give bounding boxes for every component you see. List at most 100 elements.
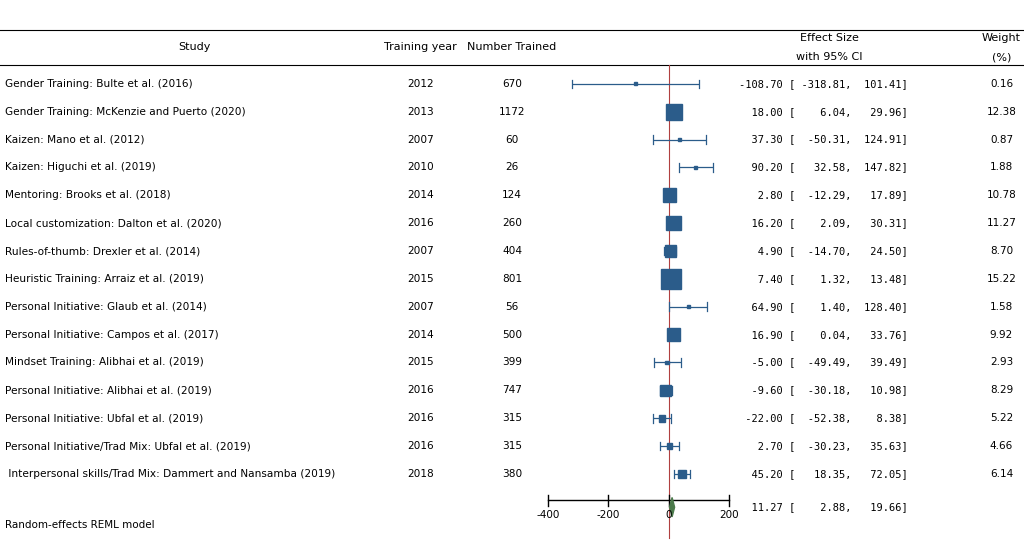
Text: 2007: 2007 <box>408 135 434 144</box>
Text: Interpersonal skills/Trad Mix: Dammert and Nansamba (2019): Interpersonal skills/Trad Mix: Dammert a… <box>5 469 336 479</box>
Text: 2015: 2015 <box>408 358 434 367</box>
Text: Gender Training: McKenzie and Puerto (2020): Gender Training: McKenzie and Puerto (20… <box>5 107 246 117</box>
Text: 2.80 [  -12.29,   17.89]: 2.80 [ -12.29, 17.89] <box>739 190 908 200</box>
Text: 12.38: 12.38 <box>986 107 1017 117</box>
Text: 801: 801 <box>502 274 522 284</box>
Text: 2016: 2016 <box>408 385 434 395</box>
Text: 4.66: 4.66 <box>990 441 1013 451</box>
Text: Heuristic Training: Arraiz et al. (2019): Heuristic Training: Arraiz et al. (2019) <box>5 274 204 284</box>
Text: 2016: 2016 <box>408 218 434 228</box>
Text: Personal Initiative: Glaub et al. (2014): Personal Initiative: Glaub et al. (2014) <box>5 302 207 312</box>
Text: Number Trained: Number Trained <box>467 42 557 52</box>
Bar <box>667 443 673 449</box>
Text: 45.20 [   18.35,   72.05]: 45.20 [ 18.35, 72.05] <box>739 469 908 479</box>
Text: 8.29: 8.29 <box>990 385 1013 395</box>
Text: -200: -200 <box>597 510 620 520</box>
Text: 399: 399 <box>502 358 522 367</box>
Text: (%): (%) <box>992 52 1011 62</box>
Text: -22.00 [  -52.38,    8.38]: -22.00 [ -52.38, 8.38] <box>739 413 908 423</box>
Text: -9.60 [  -30.18,   10.98]: -9.60 [ -30.18, 10.98] <box>739 385 908 395</box>
Text: 90.20 [   32.58,  147.82]: 90.20 [ 32.58, 147.82] <box>739 162 908 173</box>
Text: Study: Study <box>178 42 211 52</box>
Text: -108.70 [ -318.81,  101.41]: -108.70 [ -318.81, 101.41] <box>739 79 908 89</box>
Text: 26: 26 <box>506 162 518 173</box>
Text: 11.27 [    2.88,   19.66]: 11.27 [ 2.88, 19.66] <box>739 502 908 512</box>
Bar <box>665 246 676 256</box>
Text: Mentoring: Brooks et al. (2018): Mentoring: Brooks et al. (2018) <box>5 190 171 200</box>
Text: 670: 670 <box>502 79 522 89</box>
Text: 2018: 2018 <box>408 469 434 479</box>
Text: 260: 260 <box>502 218 522 228</box>
Text: 2016: 2016 <box>408 441 434 451</box>
Text: Mindset Training: Alibhai et al. (2019): Mindset Training: Alibhai et al. (2019) <box>5 358 204 367</box>
Bar <box>667 104 682 120</box>
Text: 747: 747 <box>502 385 522 395</box>
Text: 2014: 2014 <box>408 190 434 200</box>
Text: 37.30 [  -50.31,  124.91]: 37.30 [ -50.31, 124.91] <box>739 135 908 144</box>
Text: 2010: 2010 <box>408 162 434 173</box>
Text: -5.00 [  -49.49,   39.49]: -5.00 [ -49.49, 39.49] <box>739 358 908 367</box>
Text: 2.93: 2.93 <box>990 358 1013 367</box>
Text: Training year: Training year <box>384 42 458 52</box>
Text: 4.90 [  -14.70,   24.50]: 4.90 [ -14.70, 24.50] <box>739 246 908 256</box>
Text: Personal Initiative: Ubfal et al. (2019): Personal Initiative: Ubfal et al. (2019) <box>5 413 204 423</box>
Text: 404: 404 <box>502 246 522 256</box>
Text: 64.90 [    1.40,  128.40]: 64.90 [ 1.40, 128.40] <box>739 302 908 312</box>
Text: 11.27: 11.27 <box>986 218 1017 228</box>
Text: 0: 0 <box>666 510 672 520</box>
Text: 5.22: 5.22 <box>990 413 1013 423</box>
Text: Personal Initiative: Campos et al. (2017): Personal Initiative: Campos et al. (2017… <box>5 329 219 340</box>
Text: Weight: Weight <box>982 32 1021 43</box>
Bar <box>666 361 669 364</box>
Text: 2015: 2015 <box>408 274 434 284</box>
Text: 2013: 2013 <box>408 107 434 117</box>
Text: with 95% CI: with 95% CI <box>797 52 862 62</box>
Bar <box>663 188 677 202</box>
Text: 15.22: 15.22 <box>986 274 1017 284</box>
Bar <box>635 82 637 85</box>
Text: 7.40 [    1.32,   13.48]: 7.40 [ 1.32, 13.48] <box>739 274 908 284</box>
Bar <box>679 138 681 141</box>
Text: 315: 315 <box>502 441 522 451</box>
Text: 315: 315 <box>502 413 522 423</box>
Text: Gender Training: Bulte et al. (2016): Gender Training: Bulte et al. (2016) <box>5 79 193 89</box>
Bar <box>662 269 681 289</box>
Bar <box>667 216 681 230</box>
Text: 16.20 [    2.09,   30.31]: 16.20 [ 2.09, 30.31] <box>739 218 908 228</box>
Text: Rules-of-thumb: Drexler et al. (2014): Rules-of-thumb: Drexler et al. (2014) <box>5 246 201 256</box>
Text: 2.70 [  -30.23,   35.63]: 2.70 [ -30.23, 35.63] <box>739 441 908 451</box>
Text: 2012: 2012 <box>408 79 434 89</box>
Bar <box>668 328 680 341</box>
Bar <box>694 166 697 169</box>
Text: 1.88: 1.88 <box>990 162 1013 173</box>
Text: 56: 56 <box>506 302 518 312</box>
Text: 8.70: 8.70 <box>990 246 1013 256</box>
Text: 9.92: 9.92 <box>990 329 1013 340</box>
Text: Local customization: Dalton et al. (2020): Local customization: Dalton et al. (2020… <box>5 218 222 228</box>
Text: 2007: 2007 <box>408 302 434 312</box>
Text: 10.78: 10.78 <box>986 190 1017 200</box>
Text: Kaizen: Higuchi et al. (2019): Kaizen: Higuchi et al. (2019) <box>5 162 156 173</box>
Text: 1.58: 1.58 <box>990 302 1013 312</box>
Text: Personal Initiative/Trad Mix: Ubfal et al. (2019): Personal Initiative/Trad Mix: Ubfal et a… <box>5 441 251 451</box>
Text: 380: 380 <box>502 469 522 479</box>
Text: 0.87: 0.87 <box>990 135 1013 144</box>
Text: 60: 60 <box>505 135 519 144</box>
Text: 2007: 2007 <box>408 246 434 256</box>
Text: 6.14: 6.14 <box>990 469 1013 479</box>
Text: 124: 124 <box>502 190 522 200</box>
Text: -400: -400 <box>537 510 559 520</box>
Text: 2016: 2016 <box>408 413 434 423</box>
Text: Effect Size: Effect Size <box>800 32 859 43</box>
Bar <box>658 415 666 421</box>
Bar <box>660 385 671 395</box>
Text: 16.90 [    0.04,   33.76]: 16.90 [ 0.04, 33.76] <box>739 329 908 340</box>
Bar <box>687 305 690 308</box>
Polygon shape <box>670 498 675 517</box>
Text: 1172: 1172 <box>499 107 525 117</box>
Text: 2014: 2014 <box>408 329 434 340</box>
Text: Random-effects REML model: Random-effects REML model <box>5 520 155 530</box>
Text: 0.16: 0.16 <box>990 79 1013 89</box>
Text: 18.00 [    6.04,   29.96]: 18.00 [ 6.04, 29.96] <box>739 107 908 117</box>
Text: 500: 500 <box>502 329 522 340</box>
